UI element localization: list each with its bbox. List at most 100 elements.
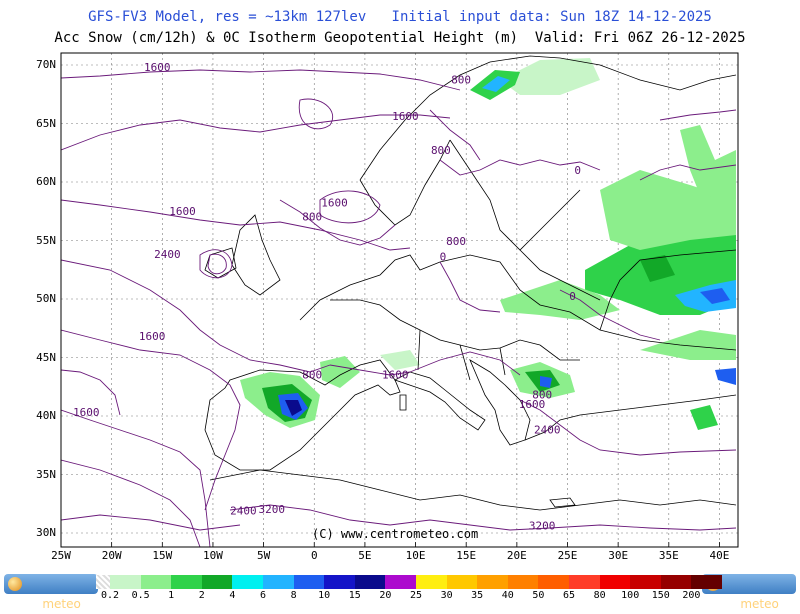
legend-swatch xyxy=(660,575,692,589)
legend-value: 150 xyxy=(651,590,670,601)
contour-label: 800 xyxy=(302,211,322,224)
longitude-label: 25W xyxy=(51,549,71,562)
legend-value: 25 xyxy=(409,590,423,601)
legend-swatch xyxy=(324,575,356,589)
legend-swatch xyxy=(171,575,203,589)
legend-value: 20 xyxy=(379,590,392,601)
legend-swatch-none xyxy=(96,575,110,589)
contour-label: 800 xyxy=(446,235,466,248)
legend-swatch xyxy=(599,575,631,589)
legend-value: 15 xyxy=(348,590,361,601)
legend-value: 10 xyxy=(318,590,331,601)
logo-text-right-post: meteo xyxy=(740,597,779,611)
legend-swatch xyxy=(477,575,509,589)
longitude-label: 35E xyxy=(658,549,679,562)
legend-value: 0.2 xyxy=(100,590,120,601)
legend-swatch xyxy=(385,575,417,589)
contour-label: 1600 xyxy=(144,61,171,74)
latitude-label: 70N xyxy=(36,58,56,71)
contour-label: 800 xyxy=(302,369,322,382)
legend-swatch xyxy=(630,575,662,589)
title-line-1: GFS-FV3 Model, res = ~13km 127lev Initia… xyxy=(88,9,712,25)
contour-label: 1600 xyxy=(321,197,348,210)
legend-swatch xyxy=(293,575,325,589)
longitude-label: 20W xyxy=(101,549,122,562)
legend-swatch xyxy=(416,575,448,589)
latitude-label: 55N xyxy=(36,233,56,247)
contour-label: 0 xyxy=(574,164,581,177)
contour-label: 0 xyxy=(440,250,447,263)
legend-swatch xyxy=(691,575,723,589)
legend-swatch xyxy=(354,575,386,589)
contour-label: 1600 xyxy=(73,406,100,419)
legend-value: 35 xyxy=(471,590,484,601)
legend-value: 65 xyxy=(562,590,576,601)
contour-label: 800 xyxy=(532,388,552,401)
copyright-text: (C) www.centrometeo.com xyxy=(312,527,479,541)
legend-value: 50 xyxy=(532,590,545,601)
contour-label: 1600 xyxy=(139,330,166,343)
map-frame xyxy=(60,52,739,548)
axis-ticks xyxy=(60,542,720,547)
legend-swatch xyxy=(232,575,264,589)
contour-label: 1600 xyxy=(382,369,409,382)
legend-swatch xyxy=(446,575,478,589)
longitude-label: 10W xyxy=(203,549,223,562)
contours xyxy=(61,69,737,547)
latitude-label: 40N xyxy=(36,409,56,422)
legend-value: 40 xyxy=(501,590,514,601)
contour-label: 1600 xyxy=(519,398,546,411)
logo-text-right-pre: centro xyxy=(702,597,741,611)
latitude-label: 45N xyxy=(36,350,56,364)
title-line-2: Acc Snow (cm/12h) & 0C Isotherm Geopoten… xyxy=(54,30,746,46)
centrometeo-logo-left[interactable]: centrometeo xyxy=(4,574,98,611)
legend-swatch xyxy=(569,575,601,589)
legend-value: 6 xyxy=(259,590,267,601)
longitude-label: 25E xyxy=(557,549,578,562)
legend-value: 30 xyxy=(440,590,453,601)
legend-value: 0.5 xyxy=(131,590,150,601)
longitude-label: 20E xyxy=(506,549,527,562)
logo-text-left-pre: centro xyxy=(4,597,43,611)
contour-label: 800 xyxy=(431,144,451,157)
legend-value: 200 xyxy=(682,590,701,601)
legend-value: 8 xyxy=(290,590,297,601)
legend-swatch xyxy=(201,575,233,589)
latitude-label: 30N xyxy=(36,526,56,539)
snow-patches xyxy=(240,58,736,430)
contour-label: 3200 xyxy=(258,503,285,516)
contour-label: 0 xyxy=(569,290,576,303)
legend-swatch xyxy=(538,575,570,589)
longitude-label: 15E xyxy=(456,549,477,562)
legend-value: 1 xyxy=(168,590,175,601)
contour-label: 2400 xyxy=(154,248,181,261)
longitude-label: 15W xyxy=(152,549,173,562)
longitude-label: 5E xyxy=(358,549,372,562)
contour-label: 800 xyxy=(451,74,471,87)
legend-value: 4 xyxy=(229,590,236,601)
legend-swatch xyxy=(507,575,539,589)
legend-value: 80 xyxy=(593,590,606,601)
longitude-label: 5W xyxy=(256,549,271,562)
legend-value: 100 xyxy=(621,590,640,601)
latitude-label: 60N xyxy=(36,175,56,188)
legend-swatch xyxy=(140,575,172,589)
legend-value: 2 xyxy=(198,590,205,601)
longitude-label: 40E xyxy=(709,549,730,562)
contour-label: 1600 xyxy=(169,205,196,218)
longitude-label: 30E xyxy=(608,549,629,562)
longitude-label: 10E xyxy=(405,549,426,562)
contour-label: 2400 xyxy=(534,424,561,437)
latitude-label: 35N xyxy=(36,467,56,481)
longitude-label: 0 xyxy=(310,549,318,562)
latitude-label: 65N xyxy=(36,116,56,130)
globe-icon xyxy=(8,576,22,591)
contour-label: 1600 xyxy=(392,110,419,123)
legend-swatch xyxy=(110,575,142,589)
contour-label: 2400 xyxy=(230,504,257,517)
legend-swatch xyxy=(263,575,295,589)
logo-text-left-post: meteo xyxy=(42,597,81,611)
latitude-label: 50N xyxy=(36,292,56,305)
